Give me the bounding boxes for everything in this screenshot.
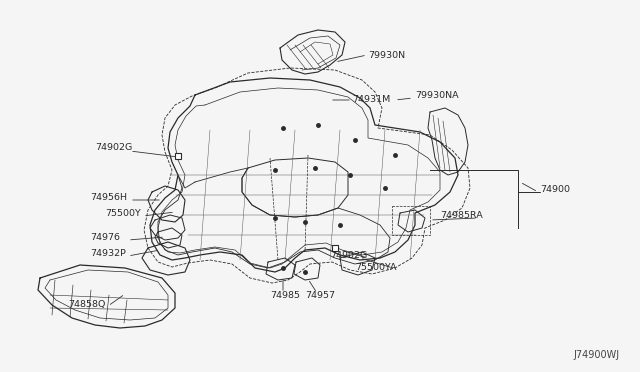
Text: 74976: 74976 xyxy=(90,232,120,241)
Text: 79930N: 79930N xyxy=(368,51,405,60)
Text: 74858Q: 74858Q xyxy=(68,301,106,310)
Text: 74902G: 74902G xyxy=(95,144,132,153)
Text: 74932P: 74932P xyxy=(90,248,126,257)
Text: 74985RA: 74985RA xyxy=(440,211,483,219)
Text: 74985: 74985 xyxy=(270,291,300,299)
Text: 74956H: 74956H xyxy=(90,192,127,202)
Text: J74900WJ: J74900WJ xyxy=(574,350,620,360)
Text: 79930NA: 79930NA xyxy=(415,90,459,99)
Text: 74900: 74900 xyxy=(540,186,570,195)
Text: 74957: 74957 xyxy=(305,291,335,299)
Text: 75500Y: 75500Y xyxy=(105,208,141,218)
Text: 75500YA: 75500YA xyxy=(355,263,397,273)
Text: 74902G: 74902G xyxy=(330,250,367,260)
Text: 74931M: 74931M xyxy=(352,96,390,105)
